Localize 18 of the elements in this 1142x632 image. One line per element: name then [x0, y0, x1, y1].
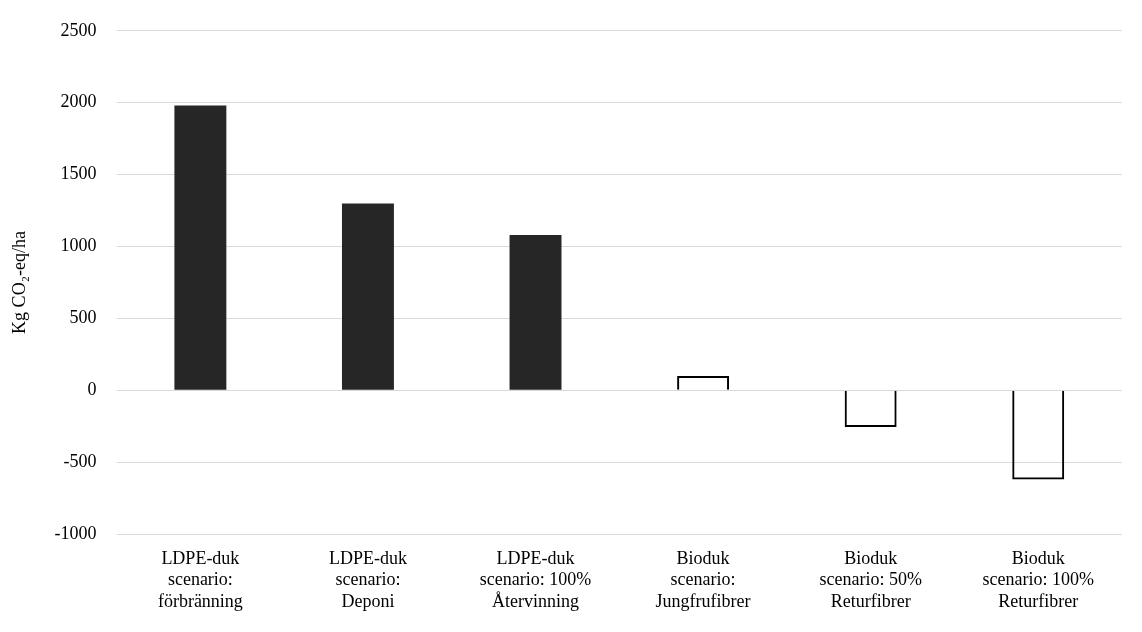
- bar: [509, 235, 562, 390]
- x-tick-label: Bioduk scenario: Jungfrufibrer: [655, 547, 751, 611]
- y-tick-label: 500: [69, 307, 97, 328]
- y-axis-title: Kg CO₂-eq/ha: [8, 231, 29, 334]
- y-tick-label: 0: [87, 379, 97, 400]
- x-tick-label: LDPE-duk scenario: 100% Återvinning: [479, 547, 592, 611]
- bar: [174, 105, 227, 390]
- y-tick-label: 2500: [60, 19, 97, 40]
- x-tick-label: LDPE-duk scenario: förbränning: [157, 547, 243, 611]
- y-tick-label: 2000: [60, 91, 97, 112]
- bar: [341, 203, 394, 390]
- y-tick-label: 1500: [60, 163, 97, 184]
- y-tick-label: 1000: [60, 235, 97, 256]
- y-tick-label: -500: [63, 451, 97, 472]
- x-tick-label: Bioduk scenario: 50% Returfibrer: [819, 547, 922, 611]
- x-tick-label: LDPE-duk scenario: Deponi: [328, 547, 407, 611]
- x-tick-label: Bioduk scenario: 100% Returfibrer: [982, 547, 1094, 611]
- y-tick-label: -1000: [54, 522, 97, 543]
